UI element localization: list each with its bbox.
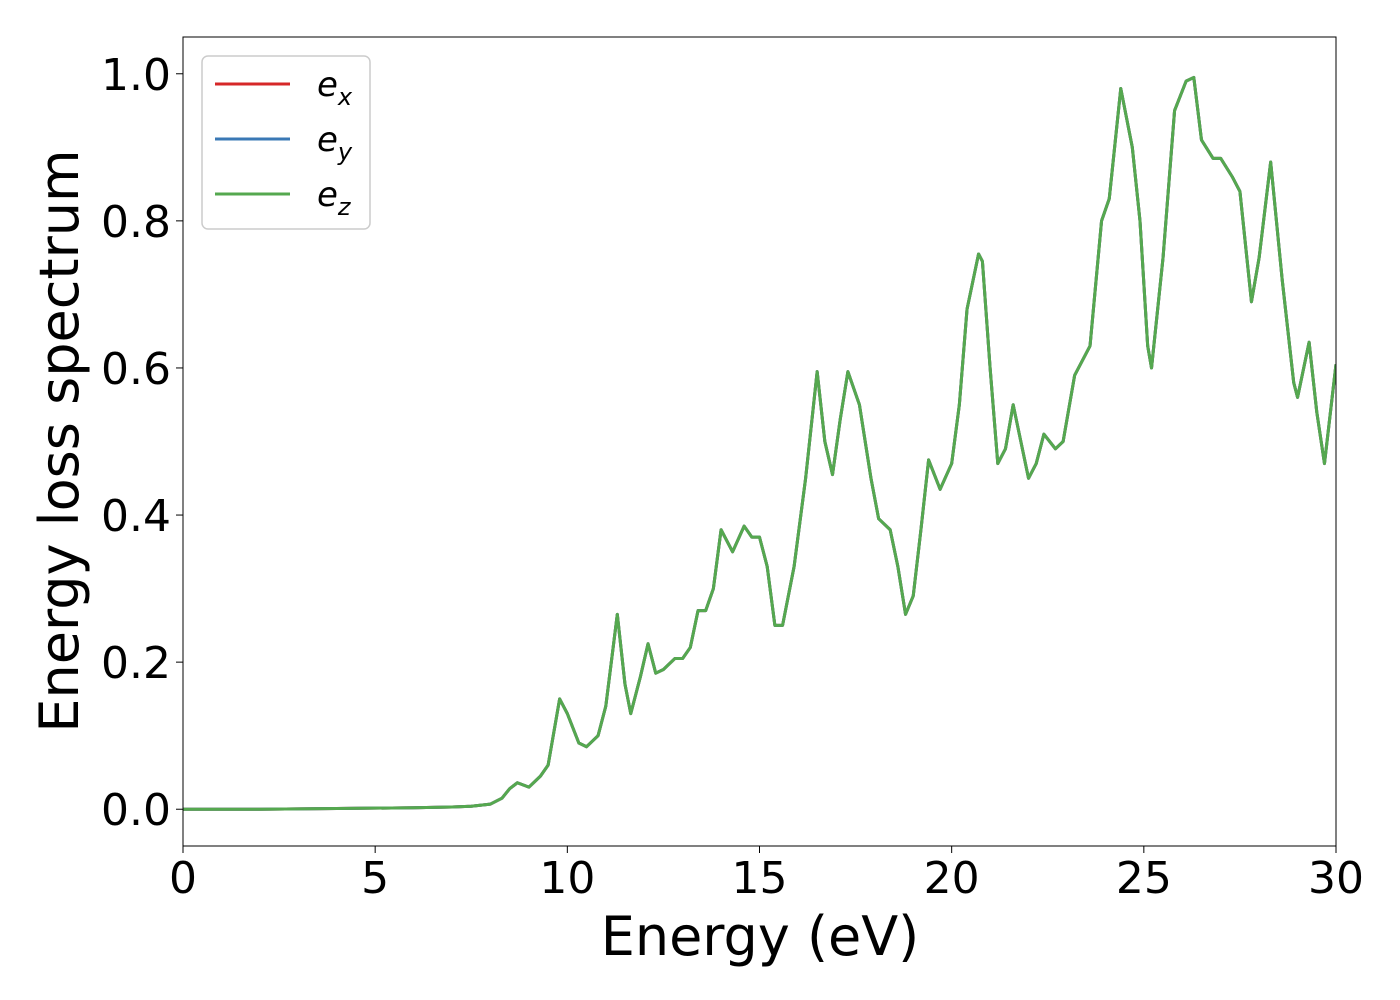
y-tick-label: 0.0 bbox=[101, 785, 171, 836]
legend-label: ey bbox=[317, 120, 353, 166]
legend-label: ez bbox=[317, 175, 352, 221]
y-tick-label: 0.4 bbox=[101, 491, 171, 542]
x-tick-label: 30 bbox=[1308, 853, 1364, 904]
x-tick-label: 25 bbox=[1116, 853, 1172, 904]
x-tick-label: 0 bbox=[169, 853, 197, 904]
x-tick-label: 5 bbox=[361, 853, 389, 904]
y-tick-label: 0.2 bbox=[101, 638, 171, 689]
legend-box bbox=[201, 55, 371, 230]
x-tick-label: 20 bbox=[924, 853, 980, 904]
legend-label: ex bbox=[317, 65, 353, 111]
series-line bbox=[183, 75, 1336, 811]
y-tick-label: 1.0 bbox=[101, 50, 171, 101]
y-tick-label: 0.8 bbox=[101, 197, 171, 248]
x-axis-label: Energy (eV) bbox=[601, 905, 920, 968]
y-tick-label: 0.6 bbox=[101, 344, 171, 395]
x-tick-label: 10 bbox=[539, 853, 595, 904]
y-axis-label: Energy loss spectrum bbox=[28, 149, 91, 732]
x-tick-label: 15 bbox=[732, 853, 788, 904]
plot-frame bbox=[182, 36, 1337, 847]
